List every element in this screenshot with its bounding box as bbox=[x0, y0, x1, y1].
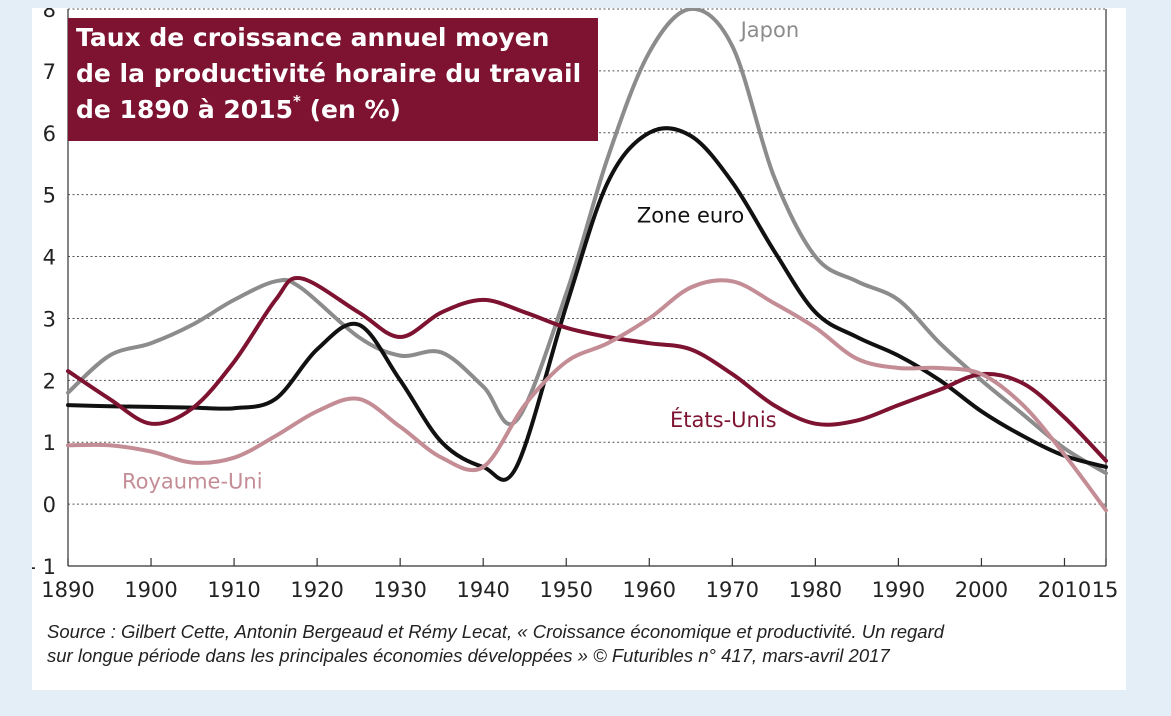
series-label-royaume-uni: Royaume-Uni bbox=[122, 470, 263, 494]
x-tick-label: 15 bbox=[1092, 578, 1119, 602]
chart-title-line-3: de 1890 à 2015* (en %) bbox=[76, 92, 598, 128]
chart-title-unit: (en %) bbox=[300, 95, 401, 124]
series-label-zone-euro: Zone euro bbox=[637, 204, 744, 228]
source-line-2: sur longue période dans les principales … bbox=[47, 645, 890, 666]
x-tick-label: 1980 bbox=[789, 578, 842, 602]
series-line-etats-unis bbox=[66, 275, 1108, 463]
chart-title: Taux de croissance annuel moyen de la pr… bbox=[68, 18, 598, 141]
x-tick-label: 1950 bbox=[540, 578, 593, 602]
x-tick-label: 1890 bbox=[41, 578, 94, 602]
y-tick-label: 4 bbox=[43, 246, 56, 270]
x-tick-label: 1960 bbox=[623, 578, 676, 602]
series-line-royaume-uni bbox=[66, 278, 1108, 513]
y-tick-label: 5 bbox=[43, 184, 56, 208]
x-tick-label: 1930 bbox=[373, 578, 426, 602]
x-tick-label: 1940 bbox=[456, 578, 509, 602]
x-tick-label: 1910 bbox=[207, 578, 260, 602]
y-tick-label: 2 bbox=[43, 369, 56, 393]
chart-title-line-2: de la productivité horaire du travail bbox=[76, 59, 582, 88]
x-tick-label: 1990 bbox=[872, 578, 925, 602]
series-layer bbox=[66, 8, 1108, 513]
y-tick-label: - 1 bbox=[32, 555, 56, 579]
series-label-etats-unis: États-Unis bbox=[670, 407, 777, 432]
chart-title-line-1: Taux de croissance annuel moyen bbox=[76, 23, 550, 52]
source-line-1: Source : Gilbert Cette, Antonin Bergeaud… bbox=[47, 621, 945, 642]
x-tick-label: 2010 bbox=[1038, 578, 1091, 602]
y-tick-label: 8 bbox=[43, 8, 56, 22]
series-label-japon: Japon bbox=[739, 18, 800, 42]
y-tick-label: 0 bbox=[43, 493, 56, 517]
label-layer: Japon Zone euro États-Unis Royaume-Uni bbox=[122, 18, 799, 494]
y-tick-label: 7 bbox=[43, 60, 56, 84]
y-tick-label: 3 bbox=[43, 307, 56, 331]
chart-title-line-3-text: de 1890 à 2015 bbox=[76, 95, 293, 124]
source-citation: Source : Gilbert Cette, Antonin Bergeaud… bbox=[47, 620, 1117, 668]
x-tick-label: 1970 bbox=[706, 578, 759, 602]
chart-title-asterisk: * bbox=[293, 92, 301, 110]
y-tick-label: 6 bbox=[43, 122, 56, 146]
series-line-japon bbox=[66, 8, 1108, 476]
x-tick-label: 1920 bbox=[290, 578, 343, 602]
y-tick-label: 1 bbox=[43, 431, 56, 455]
x-tick-label: 1900 bbox=[124, 578, 177, 602]
x-tick-label: 2000 bbox=[955, 578, 1008, 602]
